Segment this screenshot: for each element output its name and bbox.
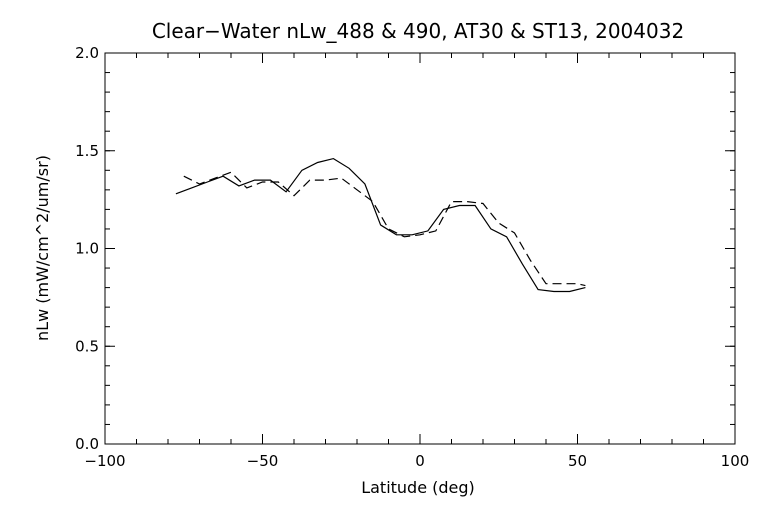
- y-tick-label: 0.5: [75, 337, 99, 355]
- y-tick-label: 2.0: [75, 44, 99, 62]
- x-tick-label: 100: [721, 452, 750, 470]
- y-tick-label: 0.0: [75, 435, 99, 453]
- y-tick-label: 1.5: [75, 142, 99, 160]
- x-tick-label: −50: [247, 452, 279, 470]
- chart-title: Clear−Water nLw_488 & 490, AT30 & ST13, …: [152, 19, 684, 43]
- y-tick-labels: 0.0 0.5 1.0 1.5 2.0: [75, 44, 99, 453]
- plot-frame: [104, 52, 736, 445]
- x-tick-labels: −100 −50 0 50 100: [84, 452, 749, 470]
- y-tick-label: 1.0: [75, 240, 99, 258]
- series-line-solid: [175, 157, 586, 293]
- x-axis-label: Latitude (deg): [361, 478, 475, 497]
- series-line-dashed: [183, 171, 586, 287]
- axis-ticks: [104, 52, 736, 445]
- x-tick-label: −100: [84, 452, 125, 470]
- series-lines: [175, 157, 586, 293]
- x-tick-label: 0: [415, 452, 425, 470]
- x-tick-label: 50: [568, 452, 587, 470]
- y-axis-label: nLw (mW/cm^2/um/sr): [33, 155, 52, 341]
